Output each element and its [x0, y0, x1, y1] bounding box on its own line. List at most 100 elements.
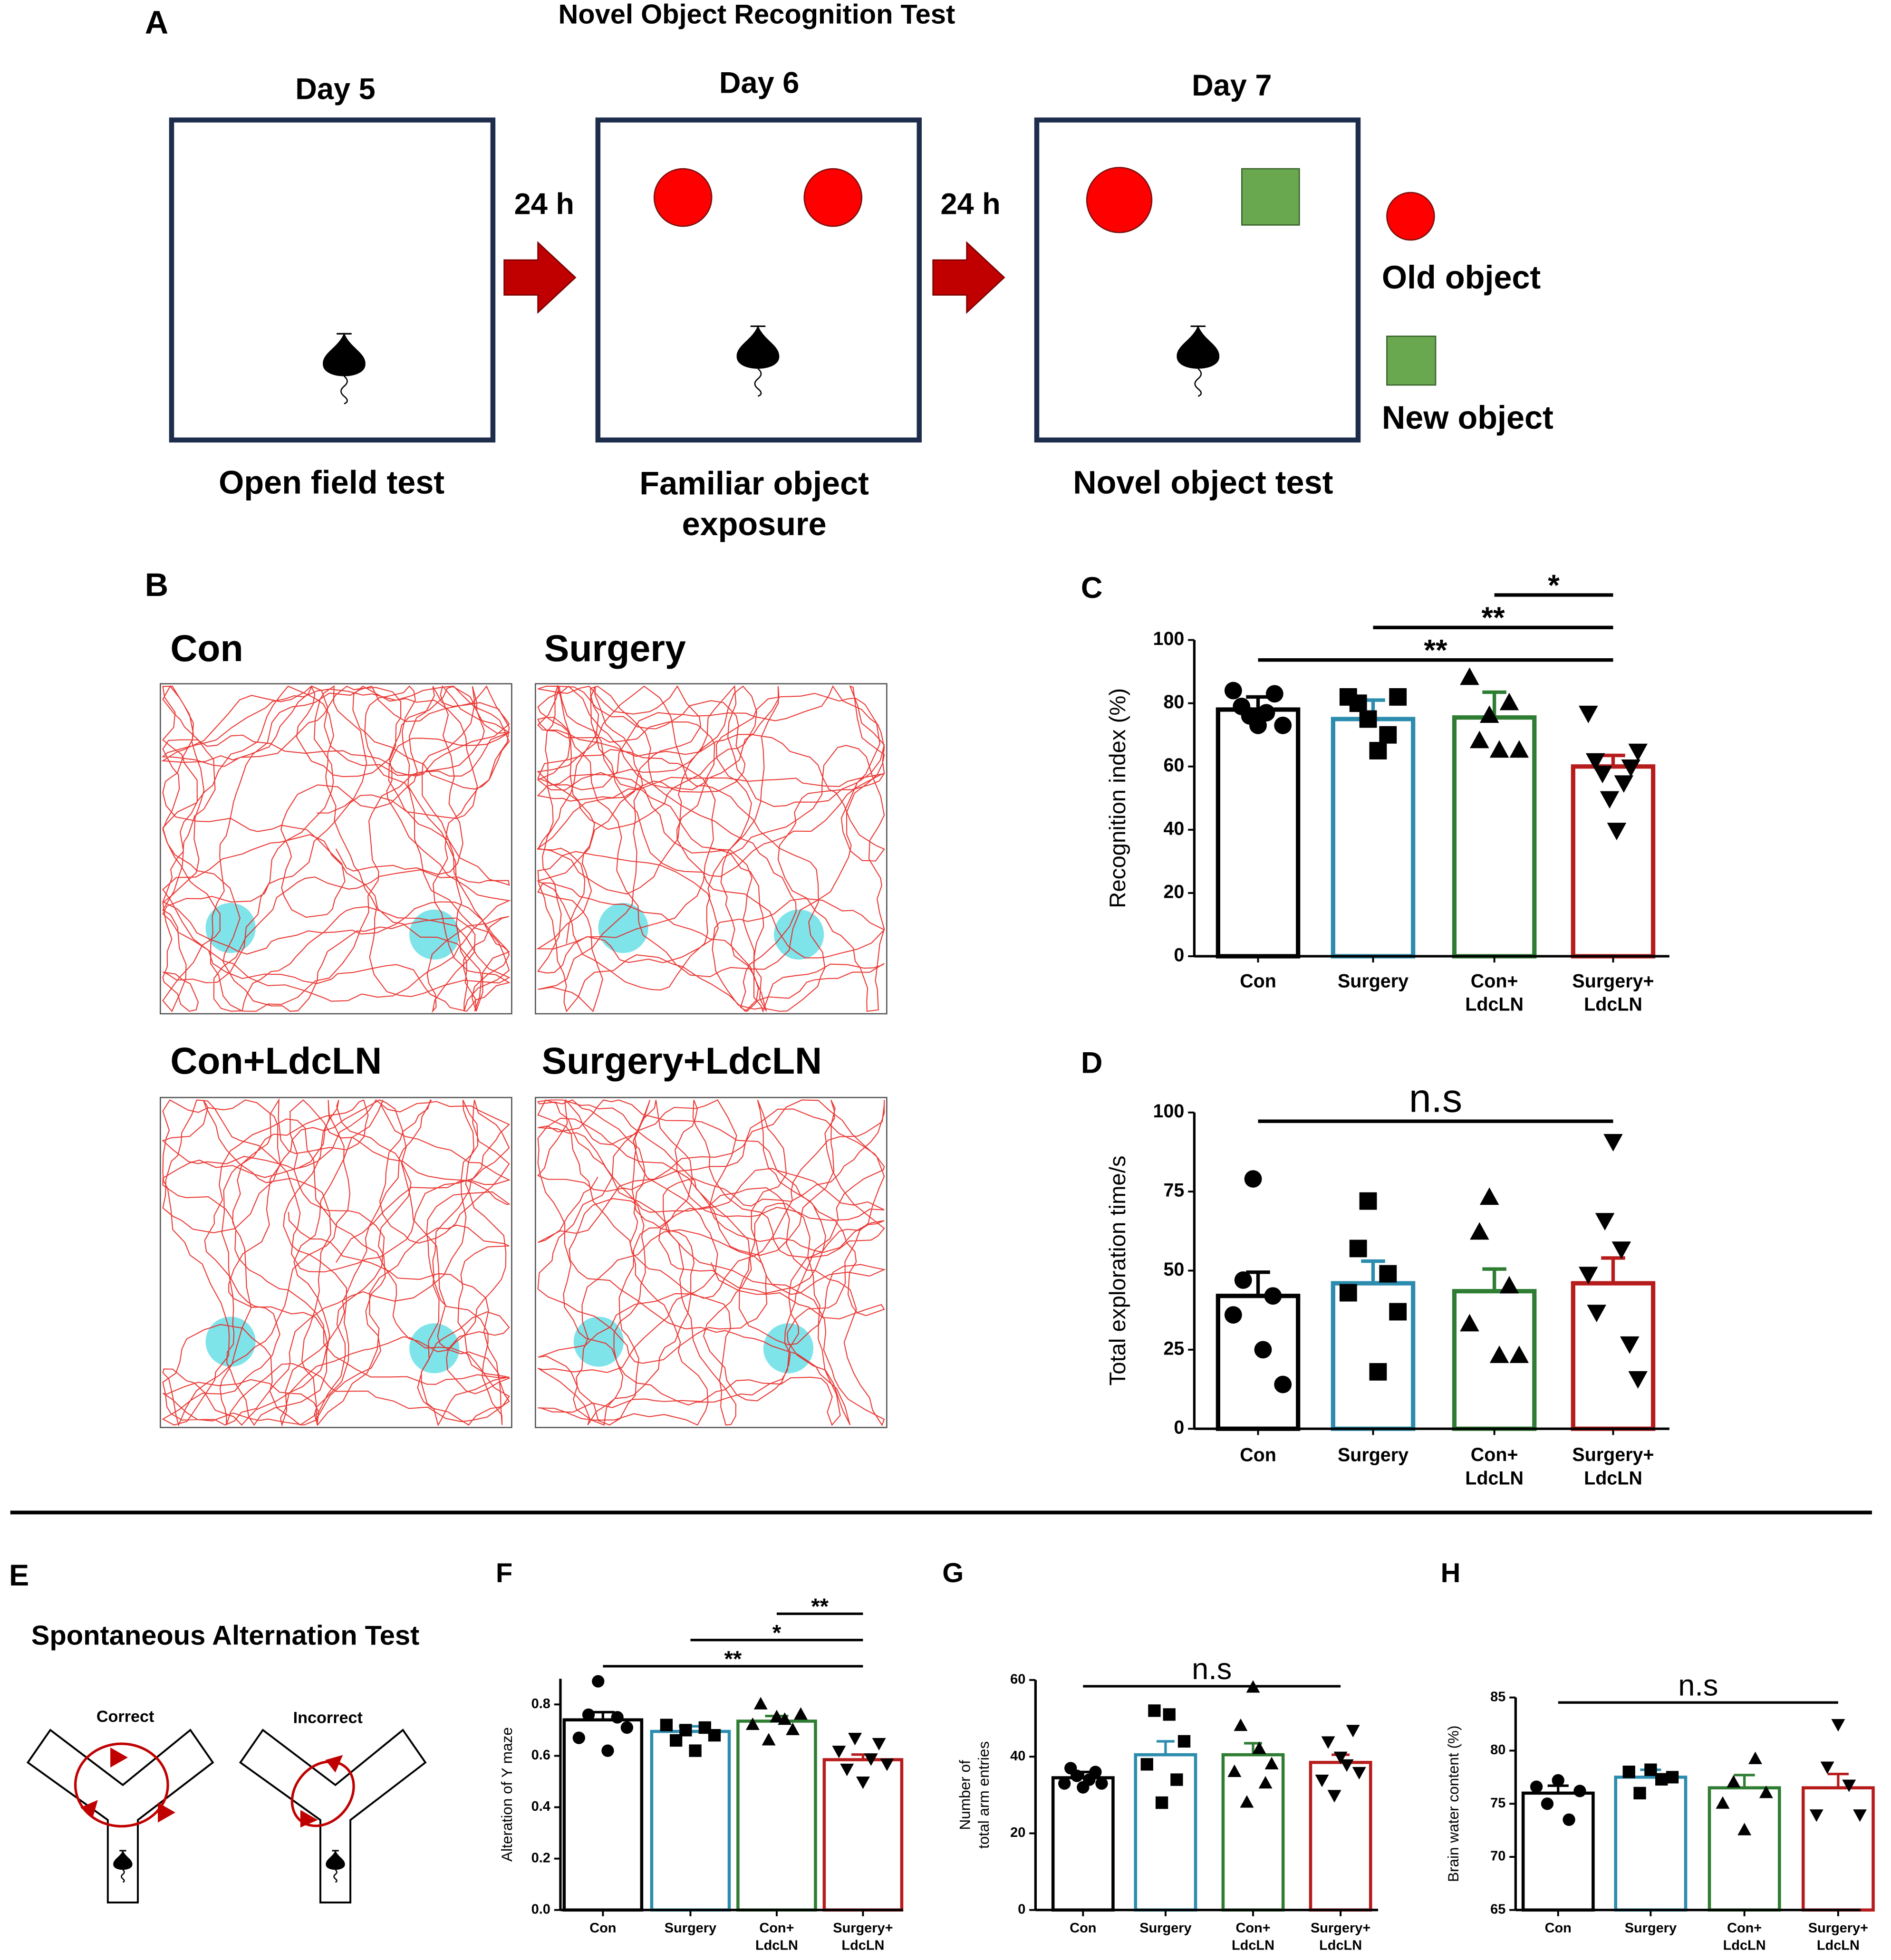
data-point — [1614, 775, 1634, 793]
data-point — [1499, 1276, 1519, 1294]
y-tick-label: 60 — [1163, 755, 1184, 776]
data-point — [1252, 1741, 1266, 1754]
chart: F Alteration of Y maze 0.0 0.2 0.4 0.6 0.8 Con S… — [496, 1558, 904, 1953]
y-tick-label: 20 — [1010, 1825, 1025, 1840]
x-tick-label: Con — [1545, 1921, 1572, 1936]
y-tick-label: 40 — [1163, 818, 1184, 839]
legend-new-object — [1386, 336, 1437, 386]
data-point — [1470, 730, 1489, 749]
y-tick-label: 75 — [1490, 1796, 1505, 1811]
y-tick-label: 40 — [1010, 1749, 1025, 1764]
data-point — [1489, 740, 1509, 758]
y-tick-label: 0.4 — [531, 1799, 550, 1814]
mouse — [736, 325, 780, 369]
data-point — [1509, 1345, 1529, 1363]
data-point — [832, 1746, 846, 1758]
y-tick-label: 0.6 — [531, 1748, 550, 1763]
data-point — [1163, 1708, 1176, 1721]
y-tick-label: 75 — [1163, 1180, 1184, 1201]
x-tick-label: Surgery — [1625, 1921, 1677, 1936]
panel-letter: G — [942, 1558, 964, 1588]
data-point — [1359, 710, 1377, 728]
bar — [650, 1729, 731, 1912]
mouse — [326, 1850, 345, 1870]
bar — [1309, 1760, 1372, 1912]
y-axis-label: Alteration of Y maze — [498, 1727, 515, 1862]
data-point — [762, 1733, 776, 1746]
data-point — [1716, 1796, 1730, 1809]
error-bar — [1482, 690, 1506, 718]
significance-label: * — [772, 1620, 781, 1645]
data-point — [1759, 1786, 1773, 1798]
chart: H Brain water content (%) 65 70 75 80 85 Con Sur… — [1441, 1558, 1875, 1953]
data-point — [1644, 1763, 1657, 1776]
object-zone — [763, 1323, 814, 1374]
data-point — [1170, 1773, 1183, 1786]
data-point — [1541, 1797, 1554, 1810]
data-point — [1148, 1704, 1161, 1717]
data-point — [745, 1717, 760, 1730]
error-bar — [1601, 753, 1625, 767]
data-point — [1058, 1777, 1071, 1790]
data-point — [1748, 1751, 1762, 1764]
x-tick-label: Con+ LdcLN — [1232, 1921, 1274, 1953]
data-point — [1611, 1241, 1631, 1259]
y-tick-label: 25 — [1163, 1338, 1184, 1359]
data-point — [1234, 1718, 1248, 1731]
chart: G Number of total arm entries 0 20 40 60 Con Sur… — [942, 1558, 1379, 1953]
data-point — [856, 1776, 870, 1789]
y-axis-label: Number of total arm entries — [956, 1741, 992, 1849]
bar — [1134, 1753, 1197, 1912]
mouse-tail — [121, 1869, 125, 1883]
data-point — [1359, 1192, 1377, 1210]
data-point — [1509, 740, 1529, 758]
significance-label: n.s — [1678, 1669, 1718, 1702]
data-point — [1258, 1776, 1273, 1789]
x-tick-label: Surgery — [1139, 1921, 1191, 1936]
data-point — [786, 1722, 800, 1735]
data-point — [1346, 1725, 1360, 1738]
mouse — [113, 1850, 133, 1870]
error-bar — [1246, 695, 1270, 710]
data-point — [1254, 1341, 1272, 1359]
panel-letter: B — [145, 567, 168, 603]
old-object — [1086, 167, 1153, 233]
data-point — [1369, 742, 1387, 759]
data-point — [1628, 1371, 1648, 1389]
x-tick-label: Con — [1240, 1444, 1276, 1465]
chart: C Recognition index (%) 0 20 40 60 80 100 Con Sur… — [1081, 569, 1669, 1015]
data-point — [1140, 1758, 1153, 1771]
data-point — [1621, 759, 1640, 777]
error-bar — [1827, 1773, 1849, 1788]
data-point — [872, 1738, 886, 1751]
y-axis-label: Brain water content (%) — [1445, 1725, 1462, 1882]
data-point — [1177, 1735, 1191, 1748]
y-tick-label: 0 — [1018, 1902, 1025, 1917]
data-point — [1585, 753, 1605, 771]
significance-label: n.s — [1409, 1076, 1462, 1120]
x-tick-label: Surgery+ LdcLN — [1808, 1921, 1868, 1953]
data-point — [1244, 1170, 1262, 1188]
data-point — [1349, 694, 1367, 712]
data-point — [1622, 1766, 1635, 1778]
data-point — [620, 1721, 634, 1734]
data-point — [611, 1711, 624, 1724]
panel-letter: H — [1441, 1558, 1461, 1588]
data-point — [1379, 1265, 1397, 1283]
group-label: Con — [170, 627, 243, 669]
y-axis-label: Recognition index (%) — [1105, 688, 1130, 908]
data-point — [1339, 1284, 1357, 1302]
maze-label: Correct — [96, 1708, 154, 1726]
data-point — [1600, 791, 1620, 809]
data-point — [1227, 1764, 1242, 1777]
data-point — [1727, 1775, 1741, 1788]
caption: Novel object test — [1073, 465, 1333, 501]
path-arrow — [110, 1747, 128, 1768]
data-point — [1234, 1271, 1252, 1289]
x-tick-label: Surgery+ LdcLN — [1572, 1444, 1654, 1489]
chart: D Total exploration time/s 0 25 50 75 100 Con Su… — [1081, 1047, 1669, 1489]
x-tick-label: Con+ LdcLN — [1465, 971, 1524, 1015]
x-tick-label: Con+ LdcLN — [1465, 1444, 1524, 1489]
mice — [113, 325, 1220, 1883]
group-label: Con+LdcLN — [170, 1040, 382, 1082]
